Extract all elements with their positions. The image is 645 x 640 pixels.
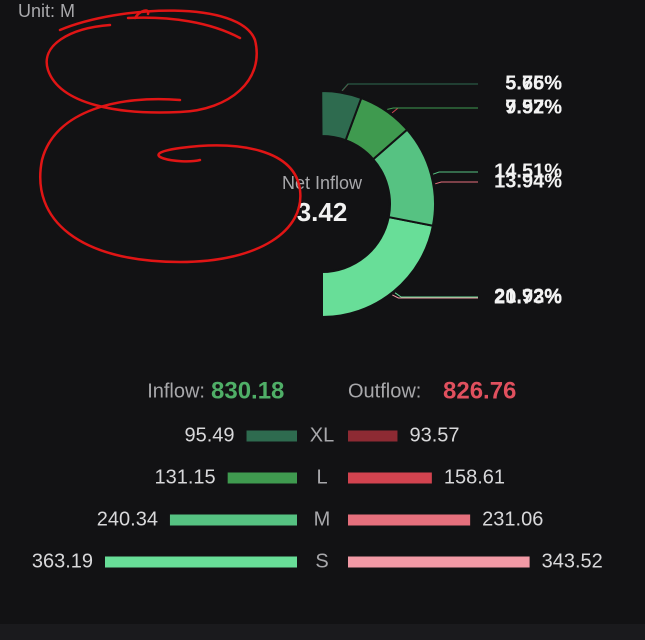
bar (105, 556, 297, 568)
bar (227, 472, 297, 484)
category-label: S (315, 550, 328, 572)
series-total: 826.76 (443, 377, 516, 404)
annotation-scribbles (39, 9, 302, 264)
value-label: 20.73% (494, 286, 562, 308)
scribble (45, 9, 258, 114)
value-label: 21.92% (494, 285, 562, 307)
center-value: 3.42 (297, 197, 348, 227)
leader-line (341, 83, 478, 92)
category-label: L (316, 466, 327, 488)
marks: 5.65%9.57% 13.94% 20.73%21.92% 14.51% 7.92%5… (32, 72, 603, 572)
series-name: Inflow: (147, 380, 205, 402)
bar-value: 95.49 (184, 424, 234, 446)
leader-line (392, 294, 478, 299)
bar-value: 363.19 (32, 550, 93, 572)
bar-value: 93.57 (409, 424, 459, 446)
value-label: 13.94% (494, 170, 562, 192)
scribble (39, 97, 302, 264)
series-total: 830.18 (211, 377, 284, 404)
unit-label: Unit: M (18, 1, 75, 21)
footer-strip (0, 624, 645, 640)
bar (348, 472, 432, 484)
bar (348, 514, 471, 526)
bar-value: 231.06 (482, 508, 543, 530)
leader-line (435, 181, 478, 185)
value-label: 5.65% (505, 72, 562, 94)
value-label: 7.92% (505, 96, 562, 118)
scribble (126, 16, 242, 40)
bar (246, 430, 297, 442)
value-label: 9.57% (505, 96, 562, 118)
value-label: 14.51% (494, 160, 562, 182)
center-label: Net Inflow (282, 173, 363, 193)
bar (169, 514, 297, 526)
leader-line (432, 171, 478, 175)
series-name: Outflow: (348, 380, 421, 402)
leader-line (394, 292, 478, 298)
value-label: 5.76% (505, 72, 562, 94)
bar-value: 131.15 (154, 466, 215, 488)
bar-value: 240.34 (97, 508, 158, 530)
bar-value: 158.61 (444, 466, 505, 488)
bar (348, 556, 530, 568)
bar-value: 343.52 (542, 550, 603, 572)
category-label: XL (310, 424, 334, 446)
donut-segment (320, 90, 363, 142)
leader-line (387, 107, 478, 110)
bar (348, 430, 398, 442)
category-label: M (314, 508, 331, 530)
